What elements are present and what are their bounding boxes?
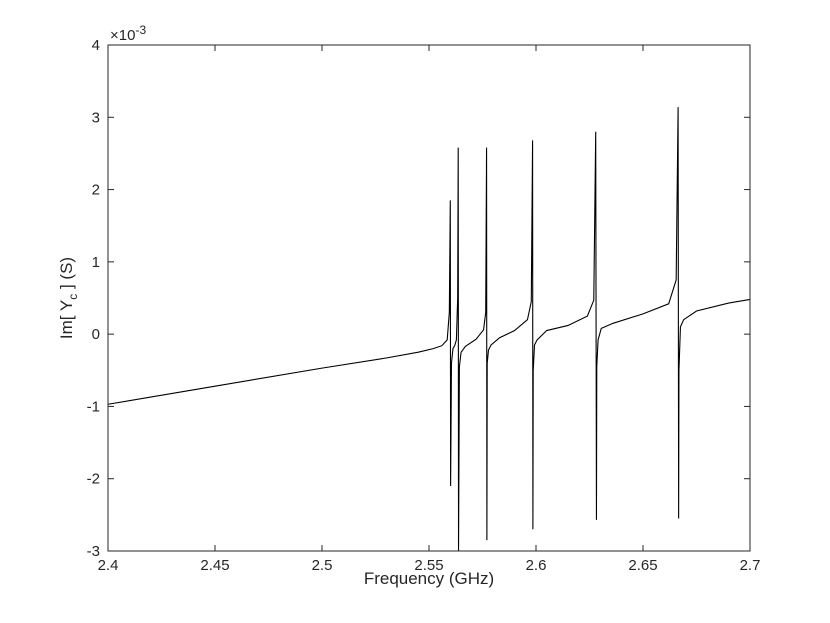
y-tick-label: -3 <box>87 543 100 560</box>
x-tick-label: 2.7 <box>740 557 761 574</box>
y-tick-label: 2 <box>92 182 100 199</box>
y-tick-label: 4 <box>92 37 100 54</box>
y-tick-label: -1 <box>87 398 100 415</box>
y-tick-label: -2 <box>87 471 100 488</box>
x-tick-label: 2.6 <box>526 557 547 574</box>
y-scale-exponent: ×10-3 <box>110 23 146 44</box>
y-axis-title: Im[ Yc ] (S) <box>57 257 80 339</box>
plot-area <box>108 107 750 551</box>
y-axis-ticks: -3 -2 -1 0 1 2 3 4 <box>87 37 750 560</box>
x-axis-ticks: 2.4 2.45 2.5 2.55 2.6 2.65 2.7 <box>98 45 761 574</box>
x-tick-label: 2.45 <box>200 557 229 574</box>
x-tick-label: 2.55 <box>414 557 443 574</box>
y-tick-label: 1 <box>92 254 100 271</box>
x-tick-label: 2.5 <box>312 557 333 574</box>
x-tick-label: 2.65 <box>628 557 657 574</box>
plot-background <box>108 45 750 551</box>
y-tick-label: 0 <box>92 326 100 343</box>
x-axis-title: Frequency (GHz) <box>364 569 494 588</box>
series-line <box>108 107 750 551</box>
x-tick-label: 2.4 <box>98 557 119 574</box>
y-tick-label: 3 <box>92 109 100 126</box>
